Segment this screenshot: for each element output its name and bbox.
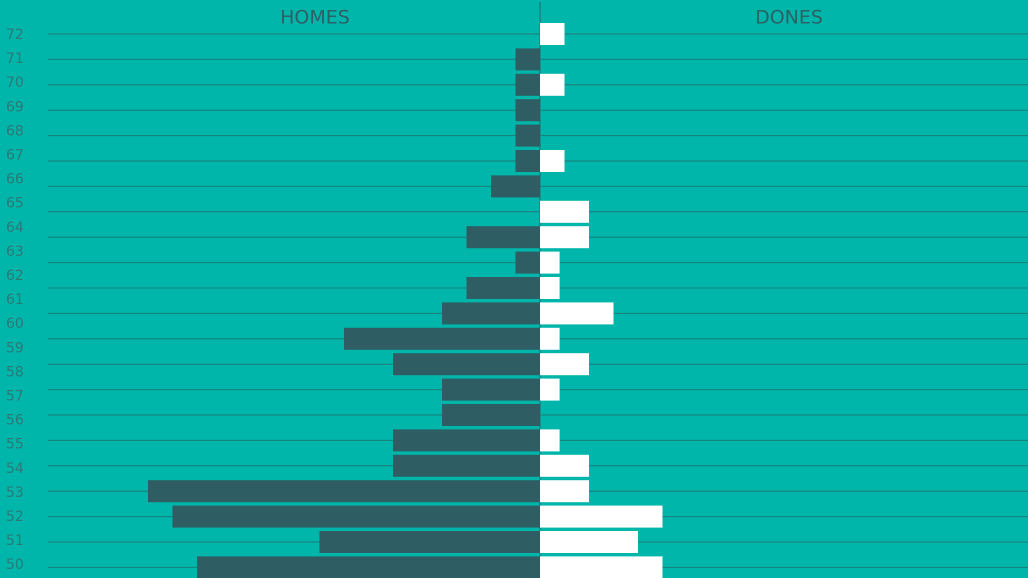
bar xyxy=(540,200,589,223)
bar xyxy=(540,378,560,401)
category-label: 70 xyxy=(6,75,24,91)
category-label: 54 xyxy=(6,461,24,477)
bar xyxy=(393,353,540,376)
bar xyxy=(442,404,540,426)
category-label: 60 xyxy=(6,316,24,332)
category-label: 59 xyxy=(6,340,24,356)
bar xyxy=(540,251,560,274)
bar xyxy=(515,124,540,147)
bar xyxy=(540,454,589,477)
category-label: 50 xyxy=(6,557,24,573)
bar xyxy=(540,505,663,528)
bar xyxy=(172,505,540,528)
bar xyxy=(540,23,565,45)
bar xyxy=(540,531,638,553)
bar xyxy=(540,480,589,503)
category-label: 61 xyxy=(6,292,24,308)
category-label: 63 xyxy=(6,244,24,260)
bar xyxy=(540,73,565,96)
category-label: 57 xyxy=(6,389,24,405)
bar xyxy=(197,556,540,578)
series-title: HOMES xyxy=(280,7,350,29)
bar xyxy=(344,327,540,350)
bar xyxy=(491,175,540,198)
category-label: 68 xyxy=(6,123,24,139)
category-label: 69 xyxy=(6,99,24,115)
bar xyxy=(540,150,565,172)
category-label: 64 xyxy=(6,220,24,236)
bar xyxy=(515,73,540,96)
bar xyxy=(540,302,614,325)
category-label: 71 xyxy=(6,51,24,67)
bar xyxy=(540,353,589,376)
category-label: 58 xyxy=(6,364,24,380)
bar xyxy=(466,277,540,299)
bar xyxy=(442,378,540,401)
category-label: 62 xyxy=(6,268,24,284)
category-label: 52 xyxy=(6,509,24,525)
bar xyxy=(540,429,560,452)
bar xyxy=(540,277,560,299)
category-label: 51 xyxy=(6,533,24,549)
category-label: 67 xyxy=(6,148,24,164)
bar xyxy=(515,251,540,274)
category-label: 55 xyxy=(6,437,24,453)
bar xyxy=(540,556,663,578)
bar xyxy=(393,454,540,477)
bar xyxy=(319,531,540,553)
category-label: 72 xyxy=(6,27,24,43)
category-label: 56 xyxy=(6,413,24,429)
bar xyxy=(148,480,540,503)
bar xyxy=(515,48,540,71)
category-label: 53 xyxy=(6,485,24,501)
category-label: 65 xyxy=(6,196,24,212)
bar xyxy=(466,226,540,249)
bar xyxy=(515,150,540,172)
bar xyxy=(515,99,540,122)
bar xyxy=(442,302,540,325)
series-title: DONES xyxy=(755,7,823,29)
bar xyxy=(393,429,540,452)
category-label: 66 xyxy=(6,172,24,188)
bar xyxy=(540,226,589,249)
bar xyxy=(540,327,560,350)
